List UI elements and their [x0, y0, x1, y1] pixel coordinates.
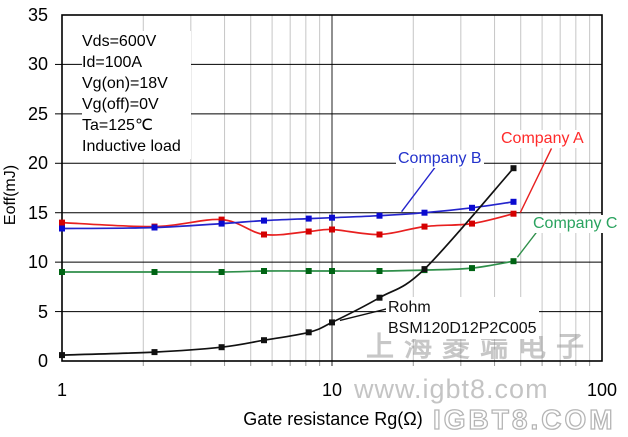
- condition-ta: Ta=125℃: [82, 117, 153, 134]
- data-point-marker: [305, 268, 312, 274]
- y-tick-25: 25: [27, 103, 48, 124]
- data-point-marker: [510, 165, 517, 172]
- condition-vgoff: Vg(off)=0V: [82, 96, 159, 113]
- data-point-marker: [510, 198, 517, 205]
- leader-line: [401, 166, 436, 213]
- data-point-marker: [261, 268, 267, 274]
- data-point-marker: [261, 337, 267, 344]
- test-conditions-block: Vds=600V Id=100A Vg(on)=18V Vg(off)=0V T…: [82, 31, 191, 159]
- data-point-marker: [261, 217, 267, 224]
- data-point-marker: [421, 223, 428, 230]
- data-point-marker: [59, 225, 65, 232]
- data-point-marker: [59, 352, 65, 359]
- y-tick-15: 15: [27, 202, 48, 223]
- data-point-marker: [329, 319, 335, 326]
- data-point-marker: [376, 294, 383, 301]
- leader-line: [519, 148, 553, 214]
- x-tick-1: 1: [56, 380, 67, 400]
- data-point-marker: [376, 212, 383, 219]
- data-point-marker: [376, 231, 383, 238]
- data-point-marker: [329, 226, 335, 233]
- y-tick-20: 20: [27, 153, 48, 174]
- leader-line: [339, 307, 389, 322]
- data-point-marker: [59, 269, 65, 275]
- data-point-marker: [218, 220, 225, 227]
- data-point-marker: [261, 231, 267, 238]
- data-point-marker: [218, 216, 225, 223]
- data-point-marker: [329, 268, 335, 274]
- data-point-marker: [218, 269, 225, 275]
- data-point-marker: [469, 220, 475, 227]
- data-point-marker: [421, 266, 428, 273]
- rohm-part-number: BSM120D12P2C005: [388, 320, 537, 337]
- data-point-marker: [510, 258, 517, 265]
- condition-load: Inductive load: [82, 138, 181, 155]
- y-tick-35: 35: [27, 5, 48, 25]
- data-point-marker: [59, 219, 65, 226]
- rohm-maker-name: Rohm: [388, 299, 431, 316]
- data-point-marker: [469, 265, 475, 272]
- data-point-marker: [469, 204, 475, 211]
- series-label-company-c: Company C: [531, 215, 620, 233]
- y-tick-30: 30: [27, 54, 48, 75]
- data-point-marker: [305, 215, 312, 222]
- x-tick-100: 100: [586, 380, 618, 400]
- series-label-company-b: Company B: [396, 150, 484, 168]
- data-point-marker: [151, 224, 158, 231]
- x-tick-10: 10: [321, 380, 343, 400]
- y-tick-0: 0: [37, 351, 48, 371]
- data-point-marker: [151, 269, 158, 275]
- plot-frame: [61, 14, 603, 362]
- data-point-marker: [218, 344, 225, 351]
- series-label-company-a: Company A: [499, 130, 586, 148]
- data-point-marker: [305, 228, 312, 235]
- data-point-marker: [329, 214, 335, 221]
- data-point-marker: [151, 349, 158, 356]
- data-point-marker: [421, 209, 428, 216]
- condition-vds: Vds=600V: [82, 33, 157, 50]
- series-company-a: [59, 148, 553, 238]
- x-axis-title: Gate resistance Rg(Ω): [243, 409, 423, 429]
- data-point-marker: [510, 210, 517, 217]
- condition-vgon: Vg(on)=18V: [82, 75, 168, 92]
- series-company-b: [59, 166, 517, 232]
- series-label-rohm: Rohm BSM120D12P2C005: [386, 297, 539, 339]
- series-company-c: [59, 231, 538, 275]
- y-tick-5: 5: [37, 301, 48, 322]
- data-point-marker: [305, 329, 312, 336]
- y-tick-10: 10: [27, 252, 48, 273]
- series-rohm-bsm120d12p2c005: [59, 165, 517, 359]
- leader-line: [516, 231, 538, 258]
- data-point-marker: [376, 268, 383, 274]
- condition-id: Id=100A: [82, 54, 143, 71]
